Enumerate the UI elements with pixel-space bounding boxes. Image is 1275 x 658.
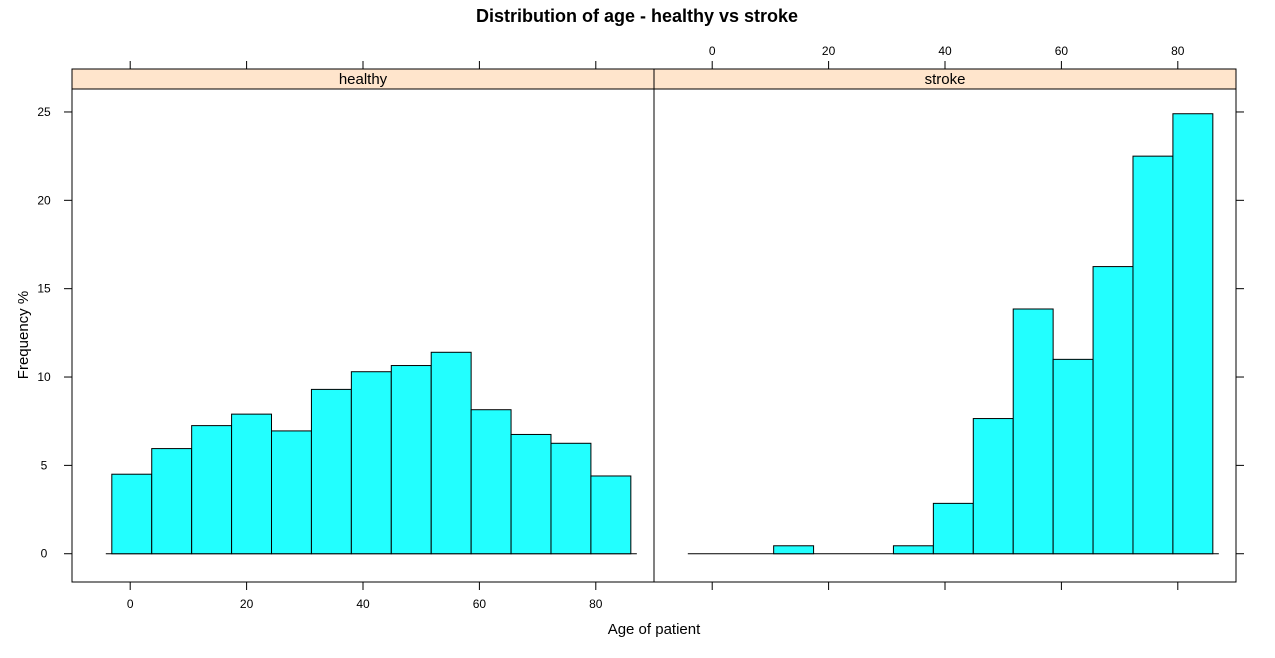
panel-strip-label: healthy (339, 71, 388, 88)
x-tick-label: 0 (127, 597, 134, 611)
bar-stroke (972, 418, 1014, 555)
bar-stroke (1172, 113, 1214, 555)
bar-stroke (1052, 358, 1094, 555)
bar-stroke (773, 545, 815, 555)
y-axis-label: Frequency % (15, 291, 32, 379)
bar-healthy (550, 442, 592, 555)
chart-title: Distribution of age - healthy vs stroke (476, 6, 798, 26)
bar-healthy (231, 413, 273, 555)
bar-stroke (892, 545, 934, 555)
bar-stroke (1012, 308, 1054, 555)
x-tick-label: 0 (709, 44, 716, 58)
x-axis-label: Age of patient (608, 621, 701, 638)
bar-healthy (191, 425, 233, 555)
x-tick-label: 40 (356, 597, 370, 611)
x-tick-label: 20 (822, 44, 836, 58)
bar-healthy (310, 388, 352, 555)
bar-stroke (1132, 155, 1174, 555)
x-tick-label: 60 (473, 597, 487, 611)
plot-area: healthy 0 20 40 60 80 stroke 0 20 40 60 80 0 5 10 15 20 2… (37, 44, 1244, 611)
y-tick-label: 10 (37, 370, 51, 384)
bar-healthy (470, 409, 512, 555)
x-tick-label: 60 (1055, 44, 1069, 58)
bar-healthy (271, 430, 312, 555)
y-tick-label: 20 (37, 193, 51, 207)
bar-healthy (510, 433, 552, 555)
bar-healthy (430, 351, 472, 555)
bar-healthy (590, 475, 632, 555)
x-tick-label: 20 (240, 597, 254, 611)
bar-healthy (350, 371, 392, 555)
bar-stroke (932, 502, 974, 555)
bar-stroke (1092, 266, 1134, 555)
y-tick-label: 5 (41, 458, 48, 472)
y-tick-label: 15 (37, 282, 51, 296)
bar-healthy (151, 448, 193, 555)
bar-healthy (111, 473, 153, 555)
y-tick-label: 0 (41, 547, 48, 561)
x-tick-label: 40 (938, 44, 952, 58)
panel-strip-label: stroke (925, 71, 966, 88)
y-tick-label: 25 (37, 105, 51, 119)
bar-healthy (390, 365, 432, 555)
x-tick-label: 80 (1171, 44, 1185, 58)
x-tick-label: 80 (589, 597, 603, 611)
